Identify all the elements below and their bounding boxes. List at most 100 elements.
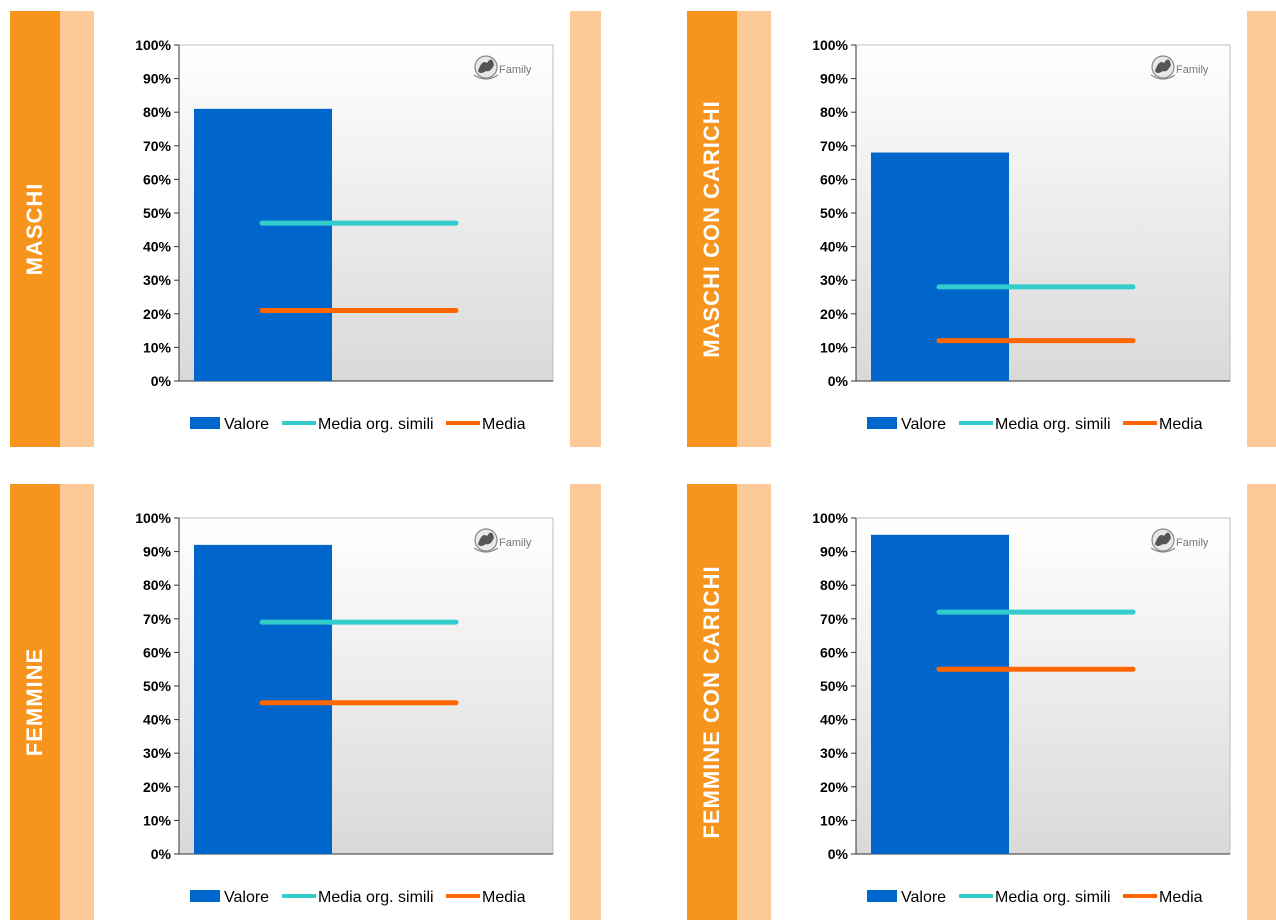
y-tick-label: 80% [820, 104, 849, 120]
y-tick-label: 90% [143, 71, 172, 87]
y-tick-label: 70% [820, 138, 849, 154]
logo-text: Family [1176, 537, 1209, 549]
y-tick-label: 90% [820, 544, 849, 560]
panel-femmine-con-carichi: FEMMINE CON CARICHI 0% 10% 20% 30% 40% 50% 60%… [687, 484, 1276, 920]
peach-margin-right [570, 11, 601, 447]
family-logo-icon [1150, 528, 1176, 553]
legend-label-media: Media [1159, 416, 1203, 433]
y-tick-label: 60% [820, 644, 849, 660]
legend-label-simili: Media org. simili [995, 889, 1111, 906]
family-logo-icon [473, 55, 499, 80]
y-tick-label: 30% [820, 272, 849, 288]
legend-swatch-valore [867, 417, 897, 429]
legend-label-simili: Media org. simili [318, 889, 434, 906]
y-tick-label: 70% [143, 138, 172, 154]
y-tick-label: 30% [820, 745, 849, 761]
legend-label-valore: Valore [901, 416, 946, 433]
panel-label: MASCHI [22, 182, 47, 276]
y-tick-label: 20% [820, 306, 849, 322]
panel-stripe: MASCHI [10, 11, 60, 447]
y-tick-label: 10% [820, 812, 849, 828]
y-tick-label: 0% [828, 373, 849, 389]
y-tick-label: 0% [828, 846, 849, 862]
y-tick-label: 90% [820, 71, 849, 87]
legend: Valore Media org. simili Media [867, 416, 1203, 433]
legend-label-media: Media [1159, 889, 1203, 906]
panel-stripe: FEMMINE CON CARICHI [687, 484, 737, 920]
legend-label-simili: Media org. simili [995, 416, 1111, 433]
bar-chart: 0% 10% 20% 30% 40% 50% 60% 70% 80% 90% 100% Family V… [135, 37, 554, 433]
y-tick-label: 100% [812, 37, 848, 53]
y-tick-label: 70% [820, 611, 849, 627]
legend: Valore Media org. simili Media [867, 889, 1203, 906]
peach-margin-left [60, 484, 94, 920]
y-tick-label: 0% [151, 373, 172, 389]
y-tick-label: 20% [143, 306, 172, 322]
peach-margin-left [737, 484, 771, 920]
panel-stripe: FEMMINE [10, 484, 60, 920]
y-tick-label: 60% [143, 644, 172, 660]
y-tick-label: 20% [143, 779, 172, 795]
y-tick-label: 50% [143, 205, 172, 221]
family-logo-icon [1150, 55, 1176, 80]
legend-label-valore: Valore [224, 416, 269, 433]
peach-margin-right [1247, 484, 1276, 920]
bar-chart: 0% 10% 20% 30% 40% 50% 60% 70% 80% 90% 100% Family V… [812, 37, 1231, 433]
y-tick-label: 40% [143, 239, 172, 255]
bar-chart: 0% 10% 20% 30% 40% 50% 60% 70% 80% 90% 100% Family V… [812, 510, 1231, 906]
y-tick-label: 60% [820, 171, 849, 187]
y-tick-label: 100% [135, 37, 171, 53]
panel-label: MASCHI CON CARICHI [699, 100, 724, 358]
y-tick-label: 20% [820, 779, 849, 795]
y-tick-label: 30% [143, 745, 172, 761]
legend: Valore Media org. simili Media [190, 416, 526, 433]
y-tick-label: 80% [820, 577, 849, 593]
family-logo-icon [473, 528, 499, 553]
legend-label-valore: Valore [901, 889, 946, 906]
legend-swatch-valore [190, 417, 220, 429]
panel-label: FEMMINE CON CARICHI [699, 565, 724, 839]
legend-label-simili: Media org. simili [318, 416, 434, 433]
legend-label-valore: Valore [224, 889, 269, 906]
bar-valore [871, 534, 1009, 854]
bar-valore [871, 152, 1009, 381]
peach-margin-right [570, 484, 601, 920]
logo-text: Family [499, 64, 532, 76]
bar-chart: 0% 10% 20% 30% 40% 50% 60% 70% 80% 90% 100% Family V… [135, 510, 554, 906]
y-tick-label: 70% [143, 611, 172, 627]
chart-card: 0% 10% 20% 30% 40% 50% 60% 70% 80% 90% 100% Family V… [771, 484, 1247, 920]
y-tick-label: 90% [143, 544, 172, 560]
y-tick-label: 40% [143, 712, 172, 728]
chart-card: 0% 10% 20% 30% 40% 50% 60% 70% 80% 90% 100% Family V… [771, 11, 1247, 447]
bar-valore [194, 544, 332, 854]
y-tick-label: 10% [143, 812, 172, 828]
bar-valore [194, 108, 332, 381]
y-tick-label: 80% [143, 104, 172, 120]
peach-margin-left [60, 11, 94, 447]
peach-margin-left [737, 11, 771, 447]
y-tick-label: 10% [820, 339, 849, 355]
y-tick-label: 30% [143, 272, 172, 288]
y-tick-label: 40% [820, 712, 849, 728]
y-tick-label: 10% [143, 339, 172, 355]
logo-text: Family [499, 537, 532, 549]
legend-label-media: Media [482, 889, 526, 906]
y-tick-label: 40% [820, 239, 849, 255]
chart-card: 0% 10% 20% 30% 40% 50% 60% 70% 80% 90% 100% Family V… [94, 484, 570, 920]
legend-swatch-valore [190, 890, 220, 902]
y-tick-label: 50% [820, 678, 849, 694]
chart-card: 0% 10% 20% 30% 40% 50% 60% 70% 80% 90% 100% Family V… [94, 11, 570, 447]
y-tick-label: 80% [143, 577, 172, 593]
y-tick-label: 60% [143, 171, 172, 187]
panel-stripe: MASCHI CON CARICHI [687, 11, 737, 447]
y-tick-label: 100% [135, 510, 171, 526]
panel-label: FEMMINE [22, 647, 47, 757]
legend-swatch-valore [867, 890, 897, 902]
panel-maschi-con-carichi: MASCHI CON CARICHI 0% 10% 20% 30% 40% 50% 60% 7… [687, 11, 1276, 447]
y-tick-label: 100% [812, 510, 848, 526]
y-tick-label: 50% [820, 205, 849, 221]
peach-margin-right [1247, 11, 1276, 447]
y-tick-label: 50% [143, 678, 172, 694]
panel-femmine: FEMMINE 0% 10% 20% 30% 40% 50% 60% 70% 80% 90% 100… [10, 484, 601, 920]
panel-maschi: MASCHI 0% 10% 20% 30% 40% 50% 60% 70% 80% 90% 100%… [10, 11, 601, 447]
